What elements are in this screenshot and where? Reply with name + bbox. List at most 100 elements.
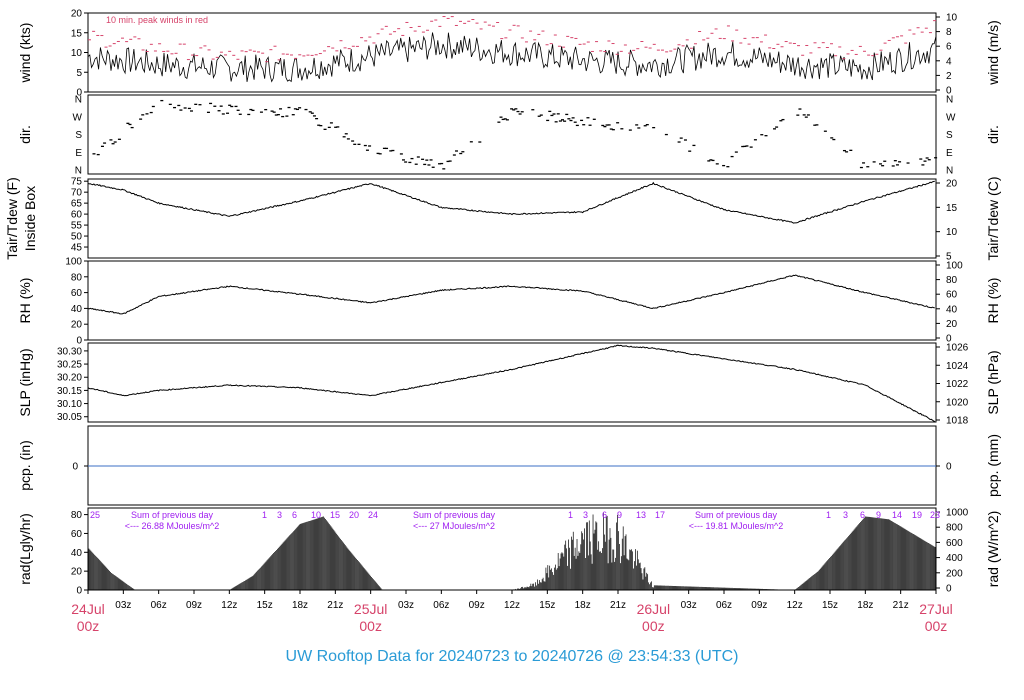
rh-series-line — [87, 274, 935, 315]
rh-ytick-left: 40 — [71, 304, 83, 315]
x-tick-label: 21z — [610, 600, 626, 611]
dir-ytick-left: N — [75, 166, 82, 177]
temp-ylabel-left: Tair/Tdew (F) — [4, 177, 20, 259]
temp-ytick-right: 15 — [946, 203, 958, 214]
rad-ytick-right: 200 — [946, 568, 963, 579]
rad-hour-label: 25 — [90, 510, 100, 520]
rad-sum-label: Sum of previous day — [695, 510, 778, 520]
temp-ytick-left: 65 — [71, 199, 83, 210]
x-tick-label: 18z — [292, 600, 308, 611]
x-tick-label: 21z — [327, 600, 343, 611]
rad-hour-label: 15 — [330, 510, 340, 520]
wind-ytick-left: 15 — [71, 28, 83, 39]
x-tick-label: 09z — [186, 600, 202, 611]
rad-hour-label: 6 — [860, 510, 865, 520]
rad-sum-value: <--- 26.88 MJoules/m^2 — [125, 521, 220, 531]
rad-ytick-right: 600 — [946, 538, 963, 549]
wind-ytick-right: 0 — [946, 86, 952, 97]
temp-ytick-left: 70 — [71, 188, 83, 199]
rad-ytick-left: 20 — [71, 567, 83, 578]
meteogram: 10 min. peak winds in red wind (kts) wind … — [4, 9, 1001, 635]
x-day-time: 00z — [359, 618, 382, 634]
slp-ytick-right: 1026 — [946, 343, 969, 354]
rad-hour-label: 9 — [617, 510, 622, 520]
rad-ytick-right: 1000 — [946, 508, 969, 519]
rad-hour-label: 1 — [826, 510, 831, 520]
rh-ytick-left: 80 — [71, 272, 83, 283]
pcp-ylabel-right: pcp. (mm) — [985, 434, 1001, 497]
slp-ytick-left: 30.05 — [57, 412, 82, 423]
panel-frame-wind — [87, 12, 937, 93]
x-tick-label: 09z — [469, 600, 485, 611]
x-tick-label: 21z — [893, 600, 909, 611]
x-tick-label: 12z — [221, 600, 237, 611]
x-tick-label: 09z — [751, 600, 767, 611]
dir-ylabel-left: dir. — [17, 125, 33, 144]
rad-sum-value: <--- 27 MJoules/m^2 — [413, 521, 495, 531]
wind-ytick-left: 10 — [71, 48, 83, 59]
x-tick-label: 06z — [716, 600, 732, 611]
x-tick-label: 06z — [151, 600, 167, 611]
rad-hour-label: 9 — [876, 510, 881, 520]
pcp-ylabel-left: pcp. (in) — [17, 440, 33, 491]
rad-hour-label: 14 — [892, 510, 902, 520]
rh-ytick-left: 100 — [65, 257, 82, 268]
rad-hour-label: 19 — [912, 510, 922, 520]
temp-ytick-left: 75 — [71, 177, 83, 188]
wind-series-line — [87, 32, 937, 83]
rad-ytick-right: 0 — [946, 584, 952, 595]
slp-ytick-left: 30.25 — [57, 360, 82, 371]
x-tick-label: 15z — [539, 600, 555, 611]
rad-ytick-left: 80 — [71, 510, 83, 521]
x-tick-label: 15z — [257, 600, 273, 611]
slp-ytick-right: 1018 — [946, 416, 969, 427]
rad-sum-label: Sum of previous day — [413, 510, 496, 520]
rad-ytick-right: 400 — [946, 553, 963, 564]
rad-ytick-left: 60 — [71, 529, 83, 540]
rh-ytick-right: 40 — [946, 304, 958, 315]
temp-series-line — [87, 180, 935, 224]
rh-ylabel-left: RH (%) — [17, 278, 33, 324]
dir-ytick-right: N — [946, 95, 953, 106]
dir-ytick-left: E — [75, 148, 82, 159]
pcp-ytick-left: 0 — [72, 462, 78, 473]
x-tick-label: 15z — [822, 600, 838, 611]
wind-ytick-left: 5 — [76, 68, 82, 79]
rad-hour-label: 3 — [277, 510, 282, 520]
rad-hour-label: 6 — [602, 510, 607, 520]
rad-hour-label: 6 — [292, 510, 297, 520]
rh-ytick-right: 0 — [946, 334, 952, 345]
x-day-date: 24Jul — [71, 601, 104, 617]
x-day-time: 00z — [642, 618, 665, 634]
slp-ytick-left: 30.15 — [57, 386, 82, 397]
dir-ylabel-right: dir. — [985, 125, 1001, 144]
temp-ytick-left: 55 — [71, 221, 83, 232]
dir-ytick-left: W — [73, 112, 83, 123]
rh-ytick-left: 20 — [71, 320, 83, 331]
rh-ytick-right: 80 — [946, 275, 958, 286]
rh-ytick-right: 20 — [946, 319, 958, 330]
footer-title: UW Rooftop Data for 20240723 to 20240726… — [285, 648, 739, 665]
wind-ylabel-right: wind (m/s) — [985, 20, 1001, 86]
rad-hour-label: 3 — [583, 510, 588, 520]
temp-ytick-right: 20 — [946, 179, 958, 190]
wind-ytick-right: 6 — [946, 42, 952, 53]
rad-hour-label: 13 — [636, 510, 646, 520]
pcp-ytick-right: 0 — [946, 462, 952, 473]
x-day-date: 27Jul — [919, 601, 952, 617]
temp-ytick-left: 60 — [71, 210, 83, 221]
temp-ytick-left: 50 — [71, 232, 83, 243]
rh-ytick-right: 100 — [946, 261, 963, 272]
rad-ytick-left: 0 — [76, 586, 82, 597]
x-day-time: 00z — [77, 618, 100, 634]
x-day-date: 25Jul — [354, 601, 387, 617]
x-tick-label: 18z — [575, 600, 591, 611]
rh-ytick-right: 60 — [946, 290, 958, 301]
wind-ytick-right: 2 — [946, 71, 952, 82]
dir-ytick-left: S — [75, 130, 82, 141]
rad-hour-label: 20 — [349, 510, 359, 520]
wind-ytick-left: 0 — [76, 88, 82, 99]
panel-frame-rh — [87, 260, 937, 341]
slp-ytick-left: 30.30 — [57, 346, 82, 357]
dir-ytick-right: N — [946, 166, 953, 177]
